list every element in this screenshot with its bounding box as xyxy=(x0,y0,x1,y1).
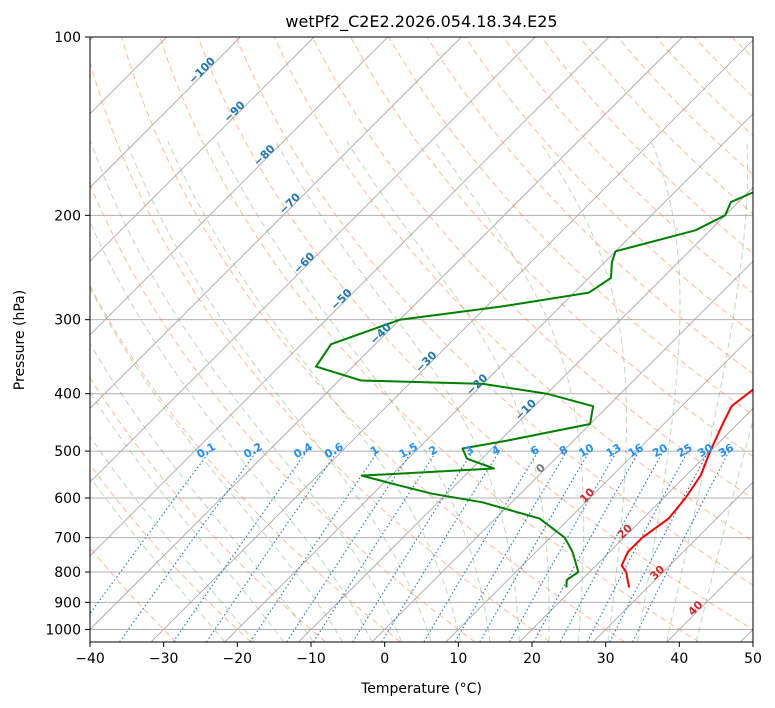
moist-adiabat-line xyxy=(695,418,753,642)
isotherm-line xyxy=(90,37,389,336)
mixing-ratio-line xyxy=(249,450,379,642)
y-tick-label: 400 xyxy=(54,387,81,403)
isotherm-line xyxy=(150,39,753,642)
isotherm-line xyxy=(90,37,536,483)
mixing-ratio-line xyxy=(632,450,730,642)
dry-adiabat-line xyxy=(90,60,551,642)
moist-adiabat-line xyxy=(90,435,255,642)
isotherm-line xyxy=(224,113,753,642)
isotherm-line xyxy=(90,37,610,557)
x-tick-label: −10 xyxy=(296,651,326,667)
moist-adiabat-line xyxy=(346,141,550,642)
mixing-ratio-line xyxy=(313,450,438,642)
moist-adiabat-line xyxy=(539,141,627,642)
moist-adiabat-line xyxy=(275,141,520,642)
moist-adiabat-line xyxy=(167,141,461,642)
x-tick-label: 50 xyxy=(744,651,762,667)
moist-adiabat-line xyxy=(666,141,749,642)
y-tick-label: 600 xyxy=(54,491,81,507)
y-tick-label: 100 xyxy=(54,30,81,46)
moist-adiabat-line xyxy=(90,391,285,642)
dry-adiabat-line xyxy=(235,37,753,586)
x-tick-label: −40 xyxy=(75,651,105,667)
moist-adiabat-line xyxy=(90,220,373,642)
mixing-ratio-line xyxy=(90,450,211,615)
x-tick-label: 0 xyxy=(380,651,389,667)
isotherm-line xyxy=(592,481,753,642)
isotherm-line xyxy=(90,37,462,410)
y-tick-label: 200 xyxy=(54,208,81,224)
x-tick-label: 10 xyxy=(449,651,467,667)
isotherm-line xyxy=(519,407,753,642)
x-tick-label: 20 xyxy=(523,651,541,667)
x-tick-label: −20 xyxy=(223,651,253,667)
mixing-ratio-line xyxy=(352,450,474,642)
dry-adiabat-line xyxy=(311,37,753,500)
dewpoint-profile-line xyxy=(315,191,753,588)
mixing-ratio-line xyxy=(286,450,413,642)
moist-adiabat-line xyxy=(216,141,491,642)
axes: −40 −30 −20 −10 0 10 20 30 40 50 100 200 300 400 500 60… xyxy=(45,30,762,667)
x-tick-label: 30 xyxy=(597,651,615,667)
mixing-ratio-line xyxy=(172,450,308,642)
moist-adiabat-line xyxy=(636,141,681,642)
background-lines xyxy=(90,37,753,642)
y-tick-label: 700 xyxy=(54,531,81,547)
dry-adiabat-line xyxy=(273,37,753,543)
y-tick-label: 1000 xyxy=(45,622,81,638)
x-tick-label: 40 xyxy=(670,651,688,667)
moist-adiabat-line xyxy=(125,141,432,642)
dry-adiabat-line xyxy=(121,37,625,642)
mixing-ratio-line xyxy=(381,450,500,642)
isotherm-line xyxy=(90,37,315,262)
isotherm-line xyxy=(90,37,683,631)
y-tick-label: 500 xyxy=(54,444,81,460)
moist-adiabat-line xyxy=(434,141,585,642)
y-axis-label: Pressure (hPa) xyxy=(12,290,28,390)
y-tick-label: 900 xyxy=(54,595,81,611)
temperature-profile-line xyxy=(620,388,753,588)
dry-adiabat-line xyxy=(502,37,753,294)
isotherm-line xyxy=(90,37,241,189)
moist-adiabat-line xyxy=(90,342,314,642)
mixing-ratio-line xyxy=(509,450,618,642)
x-tick-label: −30 xyxy=(149,651,179,667)
y-tick-label: 300 xyxy=(54,313,81,329)
mixing-ratio-line xyxy=(559,450,664,642)
moist-adiabat-line xyxy=(90,476,226,642)
dry-adiabat-line xyxy=(90,463,252,642)
y-tick-label: 800 xyxy=(54,565,81,581)
chart-title: wetPf2_C2E2.2026.054.18.34.E25 xyxy=(285,12,557,32)
data-lines xyxy=(315,191,753,588)
dry-adiabat-line xyxy=(159,37,700,642)
dry-adiabat-line xyxy=(90,376,327,642)
x-axis-label: Temperature (°C) xyxy=(360,681,482,697)
isotherm-line xyxy=(445,334,753,642)
moist-adiabat-line xyxy=(90,286,344,642)
plot-frame xyxy=(89,36,754,643)
mixing-ratio-line xyxy=(119,450,258,642)
dry-adiabat-line xyxy=(197,37,753,630)
moist-adiabat-line xyxy=(90,141,403,642)
mixing-ratio-line xyxy=(205,450,338,642)
isotherm-line xyxy=(371,260,753,642)
